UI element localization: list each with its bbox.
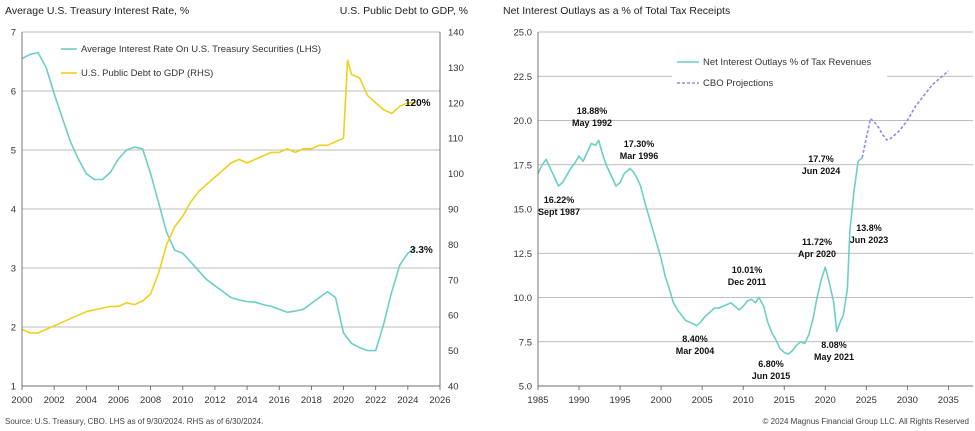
x-axis-tick-label: 2010 — [172, 395, 193, 406]
annotation-date: Apr 2020 — [798, 249, 836, 259]
x-axis-tick-label: 2000 — [11, 395, 32, 406]
series-line-interest-rate — [21, 51, 417, 352]
right-axis-tick-label: 110 — [448, 134, 463, 145]
legend-label-rate: Average Interest Rate On U.S. Treasury S… — [81, 44, 321, 55]
x-axis-tick-label: 2014 — [237, 395, 258, 406]
x-axis-tick-label: 2000 — [651, 395, 672, 406]
annotation-date: May 1992 — [572, 118, 612, 128]
annotation-date: Dec 2011 — [728, 277, 767, 287]
x-axis-tick-label: 2008 — [140, 395, 161, 406]
annotation-value: 11.72% — [802, 237, 832, 247]
left-chart-legend: Average Interest Rate On U.S. Treasury S… — [61, 44, 321, 79]
right-axis-tick-label: 60 — [448, 311, 459, 322]
x-axis-tick-label: 1985 — [527, 395, 548, 406]
annotation-date: Jun 2015 — [752, 371, 791, 381]
right-axis-tick-label: 70 — [448, 275, 459, 286]
y-axis-tick-label: 20.0 — [514, 116, 533, 127]
annotation-value: 17.30% — [624, 139, 655, 149]
x-axis-tick-label: 2020 — [815, 395, 836, 406]
x-axis-tick-label: 2012 — [204, 395, 225, 406]
annotation-value: 13.8% — [856, 223, 882, 233]
series-line-cbo-projection — [861, 70, 949, 158]
left-axis-tick-label: 4 — [11, 205, 16, 216]
right-chart: Net Interest Outlays as a % of Total Tax… — [503, 5, 973, 406]
x-axis-tick-label: 2004 — [76, 395, 97, 406]
copyright-note: © 2024 Magnus Financial Group LLC. All R… — [762, 417, 969, 426]
x-axis-tick-label: 2026 — [429, 395, 450, 406]
legend-label-cbo: CBO Projections — [703, 78, 773, 89]
left-axis-tick-label: 5 — [11, 146, 16, 157]
annotation-date: Jun 2024 — [802, 166, 841, 176]
x-axis-tick-label: 2006 — [108, 395, 129, 406]
annotation-value: 17.7% — [808, 154, 834, 164]
x-axis-tick-label: 2010 — [733, 395, 754, 406]
x-axis-tick-label: 2015 — [774, 395, 795, 406]
end-label-debt: 120% — [405, 98, 431, 109]
x-axis-tick-label: 1990 — [568, 395, 589, 406]
annotation-value: 8.08% — [821, 340, 847, 350]
right-chart-series — [537, 70, 949, 355]
annotation-date: Mar 2004 — [676, 346, 715, 356]
legend-box — [672, 50, 887, 94]
annotation-value: 18.88% — [577, 106, 608, 116]
series-line-debt-to-gdp — [21, 59, 416, 334]
x-axis-tick-label: 2035 — [938, 395, 959, 406]
right-chart-legend: Net Interest Outlays % of Tax Revenues C… — [672, 50, 887, 94]
right-axis-tick-label: 80 — [448, 240, 459, 251]
annotation-date: Mar 1996 — [620, 151, 659, 161]
legend-label-debt: U.S. Public Debt to GDP (RHS) — [81, 68, 213, 79]
annotation-date: Jun 2023 — [850, 235, 889, 245]
x-axis-tick-label: 2030 — [897, 395, 918, 406]
y-axis-tick-label: 25.0 — [514, 28, 533, 39]
right-axis-tick-label: 100 — [448, 169, 464, 180]
left-chart-title: Average U.S. Treasury Interest Rate, % — [5, 5, 189, 17]
annotation-value: 10.01% — [732, 265, 763, 275]
y-axis-tick-label: 5.0 — [519, 382, 532, 393]
right-axis-title: U.S. Public Debt to GDP, % — [340, 5, 468, 17]
right-axis-tick-label: 50 — [448, 346, 459, 357]
right-chart-title: Net Interest Outlays as a % of Total Tax… — [503, 5, 730, 17]
x-axis-tick-label: 2018 — [301, 395, 322, 406]
annotation-value: 8.40% — [682, 334, 708, 344]
left-chart-axes: 1 2 3 4 5 6 7 40 50 60 70 80 90 100 110 120 130 140 2000 20… — [11, 28, 464, 407]
left-axis-tick-label: 7 — [11, 28, 16, 39]
y-axis-tick-label: 22.5 — [514, 72, 533, 83]
legend-label-outlays: Net Interest Outlays % of Tax Revenues — [703, 57, 872, 68]
annotation-value: 16.22% — [544, 195, 575, 205]
annotation-value: 6.80% — [758, 359, 784, 369]
x-axis-tick-label: 2025 — [856, 395, 877, 406]
y-axis-tick-label: 10.0 — [514, 293, 533, 304]
right-axis-tick-label: 120 — [448, 98, 464, 109]
x-axis-tick-label: 1995 — [610, 395, 631, 406]
left-axis-tick-label: 6 — [11, 87, 16, 98]
y-axis-tick-label: 7.5 — [519, 337, 532, 348]
y-axis-tick-label: 12.5 — [514, 249, 533, 260]
left-axis-tick-label: 3 — [11, 264, 16, 275]
x-axis-tick-label: 2020 — [333, 395, 354, 406]
annotation-date: Sept 1987 — [538, 207, 580, 217]
left-axis-tick-label: 1 — [11, 382, 16, 393]
right-axis-tick-label: 130 — [448, 63, 464, 74]
x-axis-tick-label: 2024 — [397, 395, 418, 406]
left-axis-tick-label: 2 — [11, 323, 16, 334]
source-note: Source: U.S. Treasury, CBO. LHS as of 9/… — [5, 417, 264, 426]
x-axis-tick-label: 2022 — [365, 395, 386, 406]
right-axis-tick-label: 40 — [448, 382, 459, 393]
series-line-net-interest — [537, 139, 863, 355]
right-chart-axes: 5.0 7.5 10.0 12.5 15.0 17.5 20.0 22.5 25.0 1985 19… — [514, 28, 973, 406]
left-chart: Average U.S. Treasury Interest Rate, % U… — [5, 5, 468, 407]
right-chart-annotations: 18.88% May 1992 17.30% Mar 1996 16.22% S… — [538, 106, 888, 381]
left-chart-gridlines — [22, 31, 440, 387]
right-axis-tick-label: 140 — [448, 28, 464, 39]
x-axis-tick-label: 2005 — [692, 395, 713, 406]
right-axis-tick-label: 90 — [448, 205, 459, 216]
y-axis-tick-label: 15.0 — [514, 205, 533, 216]
end-label-rate: 3.3% — [410, 245, 433, 256]
left-chart-series — [21, 51, 417, 352]
y-axis-tick-label: 17.5 — [514, 160, 533, 171]
annotation-date: May 2021 — [814, 352, 854, 362]
x-axis-tick-label: 2016 — [269, 395, 290, 406]
x-axis-tick-label: 2002 — [44, 395, 65, 406]
